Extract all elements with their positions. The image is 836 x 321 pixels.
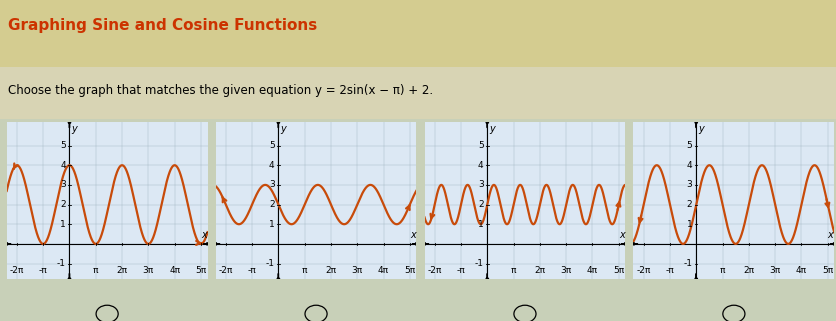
Text: x: x <box>201 230 206 239</box>
Text: 3: 3 <box>686 180 692 189</box>
FancyArrow shape <box>621 243 628 245</box>
Text: 2π: 2π <box>116 266 128 275</box>
Text: 5π: 5π <box>196 266 206 275</box>
Text: 4π: 4π <box>796 266 807 275</box>
Text: -2π: -2π <box>10 266 24 275</box>
Text: 4: 4 <box>478 161 483 170</box>
Text: 4: 4 <box>269 161 274 170</box>
Text: -2π: -2π <box>218 266 233 275</box>
Text: 4: 4 <box>687 161 692 170</box>
Text: -π: -π <box>665 266 675 275</box>
Text: 4: 4 <box>60 161 66 170</box>
Text: 5: 5 <box>269 141 274 150</box>
Text: 2: 2 <box>687 200 692 209</box>
FancyArrow shape <box>213 243 220 245</box>
Text: 5: 5 <box>478 141 483 150</box>
Text: 2π: 2π <box>534 266 545 275</box>
Text: 1: 1 <box>60 220 66 229</box>
Text: 2: 2 <box>269 200 274 209</box>
Text: 4π: 4π <box>378 266 389 275</box>
Text: 3: 3 <box>478 180 483 189</box>
Text: y: y <box>72 124 77 134</box>
Text: 5: 5 <box>60 141 66 150</box>
FancyArrow shape <box>830 243 836 245</box>
FancyArrow shape <box>203 243 210 245</box>
Text: 3π: 3π <box>769 266 781 275</box>
Text: -2π: -2π <box>636 266 650 275</box>
Text: -π: -π <box>38 266 48 275</box>
Text: 2: 2 <box>478 200 483 209</box>
Text: 3π: 3π <box>143 266 154 275</box>
FancyArrow shape <box>277 273 279 282</box>
Text: 2π: 2π <box>743 266 754 275</box>
FancyArrow shape <box>69 273 71 282</box>
Text: -1: -1 <box>266 259 274 268</box>
Text: 4π: 4π <box>587 266 598 275</box>
Text: -1: -1 <box>684 259 692 268</box>
FancyArrow shape <box>412 243 419 245</box>
FancyArrow shape <box>486 119 488 128</box>
Text: x: x <box>619 230 624 239</box>
Text: Graphing Sine and Cosine Functions: Graphing Sine and Cosine Functions <box>8 18 318 33</box>
FancyArrow shape <box>4 243 11 245</box>
Text: 1: 1 <box>686 220 692 229</box>
Text: 3: 3 <box>60 180 66 189</box>
Text: 5: 5 <box>686 141 692 150</box>
Text: 4π: 4π <box>169 266 181 275</box>
Text: 3π: 3π <box>561 266 572 275</box>
Text: 1: 1 <box>269 220 274 229</box>
FancyArrow shape <box>486 273 488 282</box>
Text: 2π: 2π <box>325 266 337 275</box>
Text: π: π <box>93 266 99 275</box>
FancyArrow shape <box>695 119 697 128</box>
FancyArrow shape <box>277 119 279 128</box>
Text: Choose the graph that matches the given equation y = 2sin(x − π) + 2.: Choose the graph that matches the given … <box>8 84 434 97</box>
Text: x: x <box>828 230 833 239</box>
Text: 3: 3 <box>269 180 274 189</box>
Text: 2: 2 <box>60 200 66 209</box>
FancyArrow shape <box>695 273 697 282</box>
Text: -2π: -2π <box>427 266 442 275</box>
FancyArrow shape <box>631 243 638 245</box>
Text: π: π <box>511 266 517 275</box>
Text: y: y <box>698 124 704 134</box>
Text: 3π: 3π <box>352 266 363 275</box>
Text: 5π: 5π <box>613 266 624 275</box>
Text: -π: -π <box>456 266 466 275</box>
Text: -π: -π <box>247 266 257 275</box>
Text: y: y <box>489 124 495 134</box>
Text: 5π: 5π <box>405 266 415 275</box>
Text: x: x <box>410 230 415 239</box>
FancyArrow shape <box>422 243 429 245</box>
Text: π: π <box>302 266 308 275</box>
Text: y: y <box>280 124 286 134</box>
Text: π: π <box>720 266 726 275</box>
Text: -1: -1 <box>475 259 483 268</box>
Text: 1: 1 <box>478 220 483 229</box>
Text: 5π: 5π <box>822 266 833 275</box>
FancyArrow shape <box>69 119 71 128</box>
Text: -1: -1 <box>57 259 66 268</box>
